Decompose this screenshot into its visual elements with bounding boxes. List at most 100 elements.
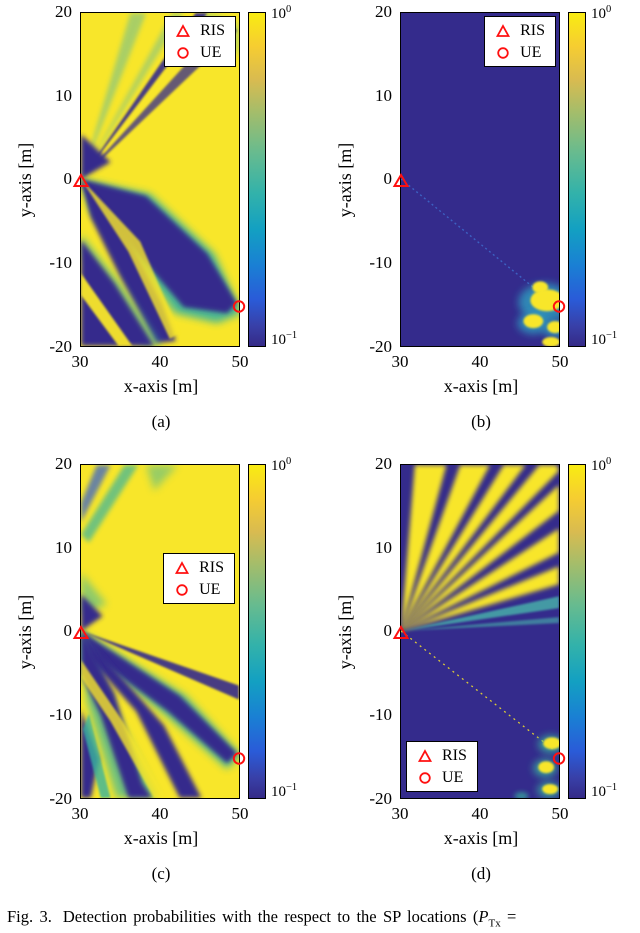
heatmap-plot-a: RIS UE xyxy=(72,12,246,347)
colorbar xyxy=(248,12,266,347)
heatmap-plot-d: RIS UE xyxy=(392,464,566,799)
legend: RIS UE xyxy=(484,16,556,67)
legend-ris-label: RIS xyxy=(442,747,467,764)
y-tick-label: -10 xyxy=(369,705,392,724)
ris-marker xyxy=(392,173,410,187)
x-axis-label: x-axis [m] xyxy=(443,828,519,848)
legend-entry-ue: UE xyxy=(417,769,467,786)
legend-entry-ue: UE xyxy=(174,581,224,598)
ris-marker xyxy=(72,625,90,639)
x-axis-label: x-axis [m] xyxy=(123,828,199,848)
ris-triangle-icon xyxy=(496,23,511,37)
y-tick-label: 10 xyxy=(55,86,72,105)
y-tick-label: -20 xyxy=(369,789,392,808)
x-axis-label: x-axis [m] xyxy=(443,376,519,396)
legend-entry-ris: RIS xyxy=(175,22,225,39)
heatmap-image-b xyxy=(401,13,559,346)
ue-circle-icon xyxy=(497,46,509,59)
subplot-label: (d) xyxy=(471,864,491,883)
x-tick-label: 30 xyxy=(71,804,89,823)
y-tick-label: 20 xyxy=(375,2,392,21)
legend-ue-label: UE xyxy=(520,44,542,61)
subplot-label: (a) xyxy=(151,412,171,431)
legend-entry-ris: RIS xyxy=(495,22,545,39)
legend-ue-label: UE xyxy=(199,581,221,598)
x-tick-label: 30 xyxy=(71,352,89,371)
legend-entry-ris: RIS xyxy=(174,559,224,576)
y-tick-label: -20 xyxy=(49,337,72,356)
colorbar-min-label: 10−1 xyxy=(591,782,618,800)
x-tick-label: 40 xyxy=(471,804,489,823)
y-tick-label: 0 xyxy=(63,169,73,188)
legend-entry-ue: UE xyxy=(175,44,225,61)
colorbar xyxy=(248,464,266,799)
legend: RIS UE xyxy=(163,553,235,604)
legend-entry-ue: UE xyxy=(495,44,545,61)
ue-circle-icon xyxy=(177,46,189,59)
ris-triangle-icon xyxy=(175,560,190,574)
legend: RIS UE xyxy=(406,741,478,792)
colorbar-min-label: 10−1 xyxy=(271,330,298,348)
legend-ris-label: RIS xyxy=(199,559,224,576)
y-tick-label: -20 xyxy=(369,337,392,356)
y-tick-label: 20 xyxy=(375,454,392,473)
caption-suffix: = xyxy=(500,907,517,926)
x-tick-label: 50 xyxy=(551,804,569,823)
colorbar-max-label: 100 xyxy=(271,4,292,22)
colorbar-max-label: 100 xyxy=(591,4,612,22)
y-tick-label: -10 xyxy=(49,705,72,724)
y-tick-label: 20 xyxy=(55,454,72,473)
heatmap-plot-b: RIS UE xyxy=(392,12,566,347)
subplot-label: (c) xyxy=(151,864,171,883)
legend-entry-ris: RIS xyxy=(417,747,467,764)
x-axis-label: x-axis [m] xyxy=(123,376,199,396)
ris-marker xyxy=(72,173,90,187)
y-tick-label: 20 xyxy=(55,2,72,21)
figure-caption: Fig. 3. Detection probabilities with the … xyxy=(0,904,640,933)
heatmap-image-d xyxy=(401,465,559,798)
x-tick-label: 40 xyxy=(151,804,169,823)
ue-marker xyxy=(552,752,566,765)
ris-triangle-icon xyxy=(417,748,433,762)
caption-symbol: P xyxy=(478,907,489,926)
subplot-d: y-axis [m] 20 10 0 -10 -20 xyxy=(320,452,640,904)
x-tick-label: 30 xyxy=(391,804,409,823)
x-tick-label: 40 xyxy=(151,352,169,371)
caption-symbol-subscript: Tx xyxy=(488,917,501,930)
y-tick-label: -10 xyxy=(49,253,72,272)
y-tick-label: 10 xyxy=(375,538,392,557)
x-tick-label: 30 xyxy=(391,352,409,371)
heatmap-plot-c: RIS UE xyxy=(72,464,246,799)
legend-ris-label: RIS xyxy=(200,22,225,39)
y-tick-label: 0 xyxy=(63,621,73,640)
legend: RIS UE xyxy=(164,16,236,67)
y-tick-label: 0 xyxy=(383,169,393,188)
x-tick-label: 50 xyxy=(231,352,249,371)
x-tick-label: 40 xyxy=(471,352,489,371)
legend-ue-label: UE xyxy=(442,769,464,786)
figure-grid: y-axis [m] 20 10 0 -10 -20 xyxy=(0,0,640,904)
colorbar xyxy=(568,12,586,347)
ue-marker xyxy=(232,300,246,313)
y-tick-label: 10 xyxy=(375,86,392,105)
heatmap-image-c xyxy=(81,465,239,798)
x-tick-label: 50 xyxy=(231,804,249,823)
colorbar-min-label: 10−1 xyxy=(271,782,298,800)
ue-marker xyxy=(232,752,246,765)
subplot-b: y-axis [m] 20 10 0 -10 -20 xyxy=(320,0,640,452)
y-tick-label: 10 xyxy=(55,538,72,557)
caption-prefix: Fig. 3. xyxy=(7,907,52,926)
y-tick-label: 0 xyxy=(383,621,393,640)
subplot-c: y-axis [m] 20 10 0 -10 -20 xyxy=(0,452,320,904)
heatmap-image-a xyxy=(81,13,239,346)
legend-ris-label: RIS xyxy=(520,22,545,39)
ris-marker xyxy=(392,625,410,639)
colorbar-max-label: 100 xyxy=(591,456,612,474)
subplot-a: y-axis [m] 20 10 0 -10 -20 xyxy=(0,0,320,452)
subplot-label: (b) xyxy=(471,412,491,431)
ue-circle-icon xyxy=(176,583,188,596)
ue-marker xyxy=(552,300,566,313)
caption-body: Detection probabilities with the respect… xyxy=(62,907,479,926)
colorbar-min-label: 10−1 xyxy=(591,330,618,348)
legend-ue-label: UE xyxy=(200,44,222,61)
